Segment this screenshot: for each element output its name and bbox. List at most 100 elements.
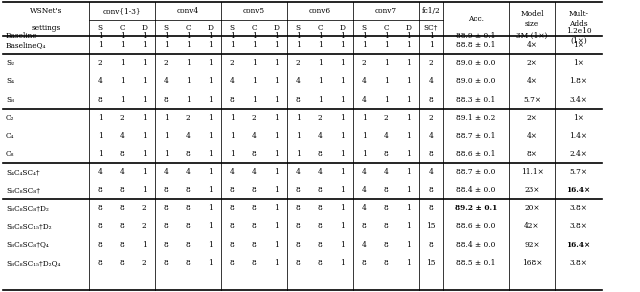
Text: 4: 4 bbox=[252, 132, 257, 140]
Text: D: D bbox=[207, 24, 213, 32]
Text: 8: 8 bbox=[164, 186, 168, 194]
Text: 1: 1 bbox=[429, 41, 433, 49]
Text: 4: 4 bbox=[98, 77, 102, 85]
Text: 8: 8 bbox=[383, 150, 388, 158]
Text: 1: 1 bbox=[207, 132, 212, 140]
Text: 1: 1 bbox=[274, 41, 278, 49]
Text: 1: 1 bbox=[274, 95, 278, 103]
Text: 88.9 ± 0.1: 88.9 ± 0.1 bbox=[456, 32, 496, 40]
Text: 8: 8 bbox=[98, 95, 102, 103]
Text: 8: 8 bbox=[186, 150, 190, 158]
Text: 1: 1 bbox=[120, 41, 124, 49]
Text: 1: 1 bbox=[207, 95, 212, 103]
Text: S₈C₈SC₈†: S₈C₈SC₈† bbox=[6, 186, 40, 194]
Text: fc1/2: fc1/2 bbox=[422, 7, 440, 15]
Text: 8: 8 bbox=[317, 259, 323, 267]
Text: 4: 4 bbox=[230, 168, 234, 176]
Text: 1×: 1× bbox=[573, 59, 584, 67]
Text: 4: 4 bbox=[362, 186, 366, 194]
Text: 1.2e10
(1×): 1.2e10 (1×) bbox=[566, 27, 591, 45]
Text: 8: 8 bbox=[296, 95, 300, 103]
Text: 4: 4 bbox=[362, 95, 366, 103]
Text: 1: 1 bbox=[186, 32, 190, 40]
Text: 4: 4 bbox=[98, 168, 102, 176]
Text: 1: 1 bbox=[230, 132, 234, 140]
Text: 1: 1 bbox=[296, 150, 300, 158]
Text: 1: 1 bbox=[252, 32, 257, 40]
Text: 1: 1 bbox=[340, 41, 344, 49]
Text: D: D bbox=[273, 24, 279, 32]
Text: 1: 1 bbox=[274, 32, 278, 40]
Text: S₈C₈SC₁₅†D₂Q₄: S₈C₈SC₁₅†D₂Q₄ bbox=[6, 259, 60, 267]
Text: 88.7 ± 0.0: 88.7 ± 0.0 bbox=[456, 168, 496, 176]
Text: D: D bbox=[141, 24, 147, 32]
Text: 1: 1 bbox=[186, 77, 190, 85]
Text: 1: 1 bbox=[207, 77, 212, 85]
Text: 8: 8 bbox=[98, 259, 102, 267]
Text: 1: 1 bbox=[340, 150, 344, 158]
Text: 1: 1 bbox=[274, 59, 278, 67]
Text: 1: 1 bbox=[207, 168, 212, 176]
Text: 1: 1 bbox=[296, 32, 300, 40]
Text: 1: 1 bbox=[141, 168, 147, 176]
Text: Model
size: Model size bbox=[520, 11, 544, 28]
Text: 8: 8 bbox=[164, 204, 168, 212]
Text: 8×: 8× bbox=[527, 150, 538, 158]
Text: 89.1 ± 0.2: 89.1 ± 0.2 bbox=[456, 114, 495, 122]
Text: 1: 1 bbox=[406, 259, 410, 267]
Text: 2: 2 bbox=[164, 59, 168, 67]
Text: 1: 1 bbox=[296, 114, 300, 122]
Text: 88.6 ± 0.0: 88.6 ± 0.0 bbox=[456, 223, 496, 230]
Text: 1: 1 bbox=[362, 114, 366, 122]
Text: 8: 8 bbox=[164, 259, 168, 267]
Text: 1×: 1× bbox=[573, 114, 584, 122]
Text: 1: 1 bbox=[340, 114, 344, 122]
Text: D: D bbox=[405, 24, 411, 32]
Text: 5.7×: 5.7× bbox=[523, 95, 541, 103]
Text: 1: 1 bbox=[120, 95, 124, 103]
Text: 1: 1 bbox=[186, 41, 190, 49]
Text: 8: 8 bbox=[317, 150, 323, 158]
Text: 8: 8 bbox=[98, 186, 102, 194]
Text: 1: 1 bbox=[186, 95, 190, 103]
Text: 1: 1 bbox=[340, 95, 344, 103]
Text: 4: 4 bbox=[429, 132, 433, 140]
Text: 3.8×: 3.8× bbox=[570, 204, 588, 212]
Text: 4×: 4× bbox=[527, 41, 538, 49]
Text: 4: 4 bbox=[383, 168, 388, 176]
Text: 1: 1 bbox=[252, 59, 257, 67]
Text: C: C bbox=[383, 24, 388, 32]
Text: 8: 8 bbox=[429, 204, 433, 212]
Text: 8: 8 bbox=[252, 204, 257, 212]
Text: 1: 1 bbox=[362, 150, 366, 158]
Text: 2: 2 bbox=[141, 259, 147, 267]
Text: 88.5 ± 0.1: 88.5 ± 0.1 bbox=[456, 259, 496, 267]
Text: 1: 1 bbox=[164, 114, 168, 122]
Text: 2: 2 bbox=[384, 114, 388, 122]
Text: S₈C₈SC₈†D₂: S₈C₈SC₈†D₂ bbox=[6, 204, 49, 212]
Text: C: C bbox=[119, 24, 125, 32]
Text: 8: 8 bbox=[186, 204, 190, 212]
Text: 1: 1 bbox=[274, 259, 278, 267]
Text: 8: 8 bbox=[296, 241, 300, 249]
Text: 1: 1 bbox=[230, 41, 234, 49]
Text: 1: 1 bbox=[230, 32, 234, 40]
Text: 1: 1 bbox=[340, 223, 344, 230]
Text: S: S bbox=[362, 24, 367, 32]
Text: 1: 1 bbox=[98, 150, 102, 158]
Text: C₂: C₂ bbox=[6, 114, 15, 122]
Text: 1: 1 bbox=[274, 204, 278, 212]
Text: 4: 4 bbox=[362, 241, 366, 249]
Text: 2: 2 bbox=[141, 223, 147, 230]
Text: 8: 8 bbox=[230, 95, 234, 103]
Text: 1: 1 bbox=[207, 259, 212, 267]
Text: 8: 8 bbox=[120, 204, 124, 212]
Text: 1: 1 bbox=[252, 41, 257, 49]
Text: 4: 4 bbox=[383, 132, 388, 140]
Text: 1: 1 bbox=[406, 114, 410, 122]
Text: 1: 1 bbox=[141, 41, 147, 49]
Text: 8: 8 bbox=[383, 186, 388, 194]
Text: 1: 1 bbox=[207, 32, 212, 40]
Text: 3.4×: 3.4× bbox=[570, 95, 588, 103]
Text: 8: 8 bbox=[317, 204, 323, 212]
